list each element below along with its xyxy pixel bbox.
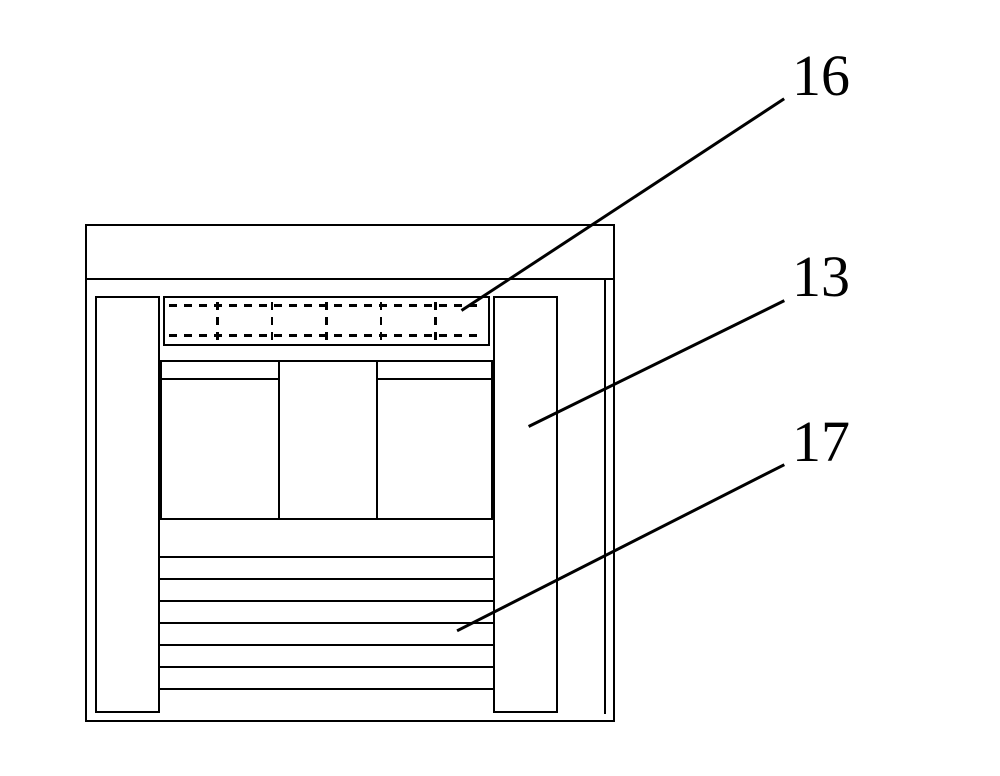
dash-h-seg [274,304,282,307]
dash-h-seg [349,304,357,307]
dash-h-seg [424,304,432,307]
dash-h-seg [394,304,402,307]
stripe-1 [160,578,493,580]
dash-v-seg [271,332,274,340]
dash-h-seg [289,334,297,337]
dash-v-seg [380,317,383,325]
dash-v-seg [325,317,328,325]
dash-h-seg [304,304,312,307]
dash-h-seg [289,304,297,307]
stripe-4 [160,644,493,646]
dash-h-seg [439,334,447,337]
dash-v-seg [216,332,219,340]
dash-h-seg [214,304,222,307]
stripe-6 [160,688,493,690]
dash-h-seg [244,304,252,307]
dash-v-seg [434,332,437,340]
dash-h-seg [184,334,192,337]
dash-h-seg [169,304,177,307]
mid-v2 [376,360,378,520]
mid-bar-right [376,378,493,380]
dash-h-seg [424,334,432,337]
dash-h-seg [409,304,417,307]
dash-h-seg [409,334,417,337]
top-divider [87,278,613,280]
dash-h-seg [304,334,312,337]
dash-v-seg [380,332,383,340]
dash-v-seg [271,302,274,310]
dash-v-seg [271,317,274,325]
dash-v-seg [216,317,219,325]
right-edge-line [604,280,606,714]
dash-h-seg [454,334,462,337]
mid-frame [160,360,493,520]
dash-h-seg [349,334,357,337]
left-pillar [95,296,160,713]
label-13: 13 [792,243,850,310]
stripe-2 [160,600,493,602]
dash-h-seg [244,334,252,337]
dash-h-seg [364,304,372,307]
dash-h-seg [199,334,207,337]
dash-h-seg [229,334,237,337]
stripe-0 [160,556,493,558]
dash-h-seg [274,334,282,337]
mid-v1 [278,360,280,520]
dash-h-seg [439,304,447,307]
label-17: 17 [792,408,850,475]
dash-h-seg [199,304,207,307]
dash-h-seg [259,304,267,307]
dash-h-seg [229,304,237,307]
dash-h-seg [319,304,327,307]
dash-h-seg [334,334,342,337]
right-pillar [493,296,558,713]
mid-bar-left [160,378,278,380]
dash-v-seg [434,302,437,310]
dash-h-seg [364,334,372,337]
dash-h-seg [184,304,192,307]
dash-h-seg [334,304,342,307]
dash-v-seg [325,332,328,340]
label-16: 16 [792,42,850,109]
dash-h-seg [469,334,477,337]
stripe-3 [160,622,493,624]
diagram-canvas: 16 13 17 [0,0,1000,776]
leader-0 [461,98,785,312]
dash-h-seg [259,334,267,337]
dash-v-seg [434,317,437,325]
stripe-5 [160,666,493,668]
dash-h-seg [454,304,462,307]
dash-h-seg [394,334,402,337]
dash-h-seg [169,334,177,337]
dash-h-seg [379,304,387,307]
